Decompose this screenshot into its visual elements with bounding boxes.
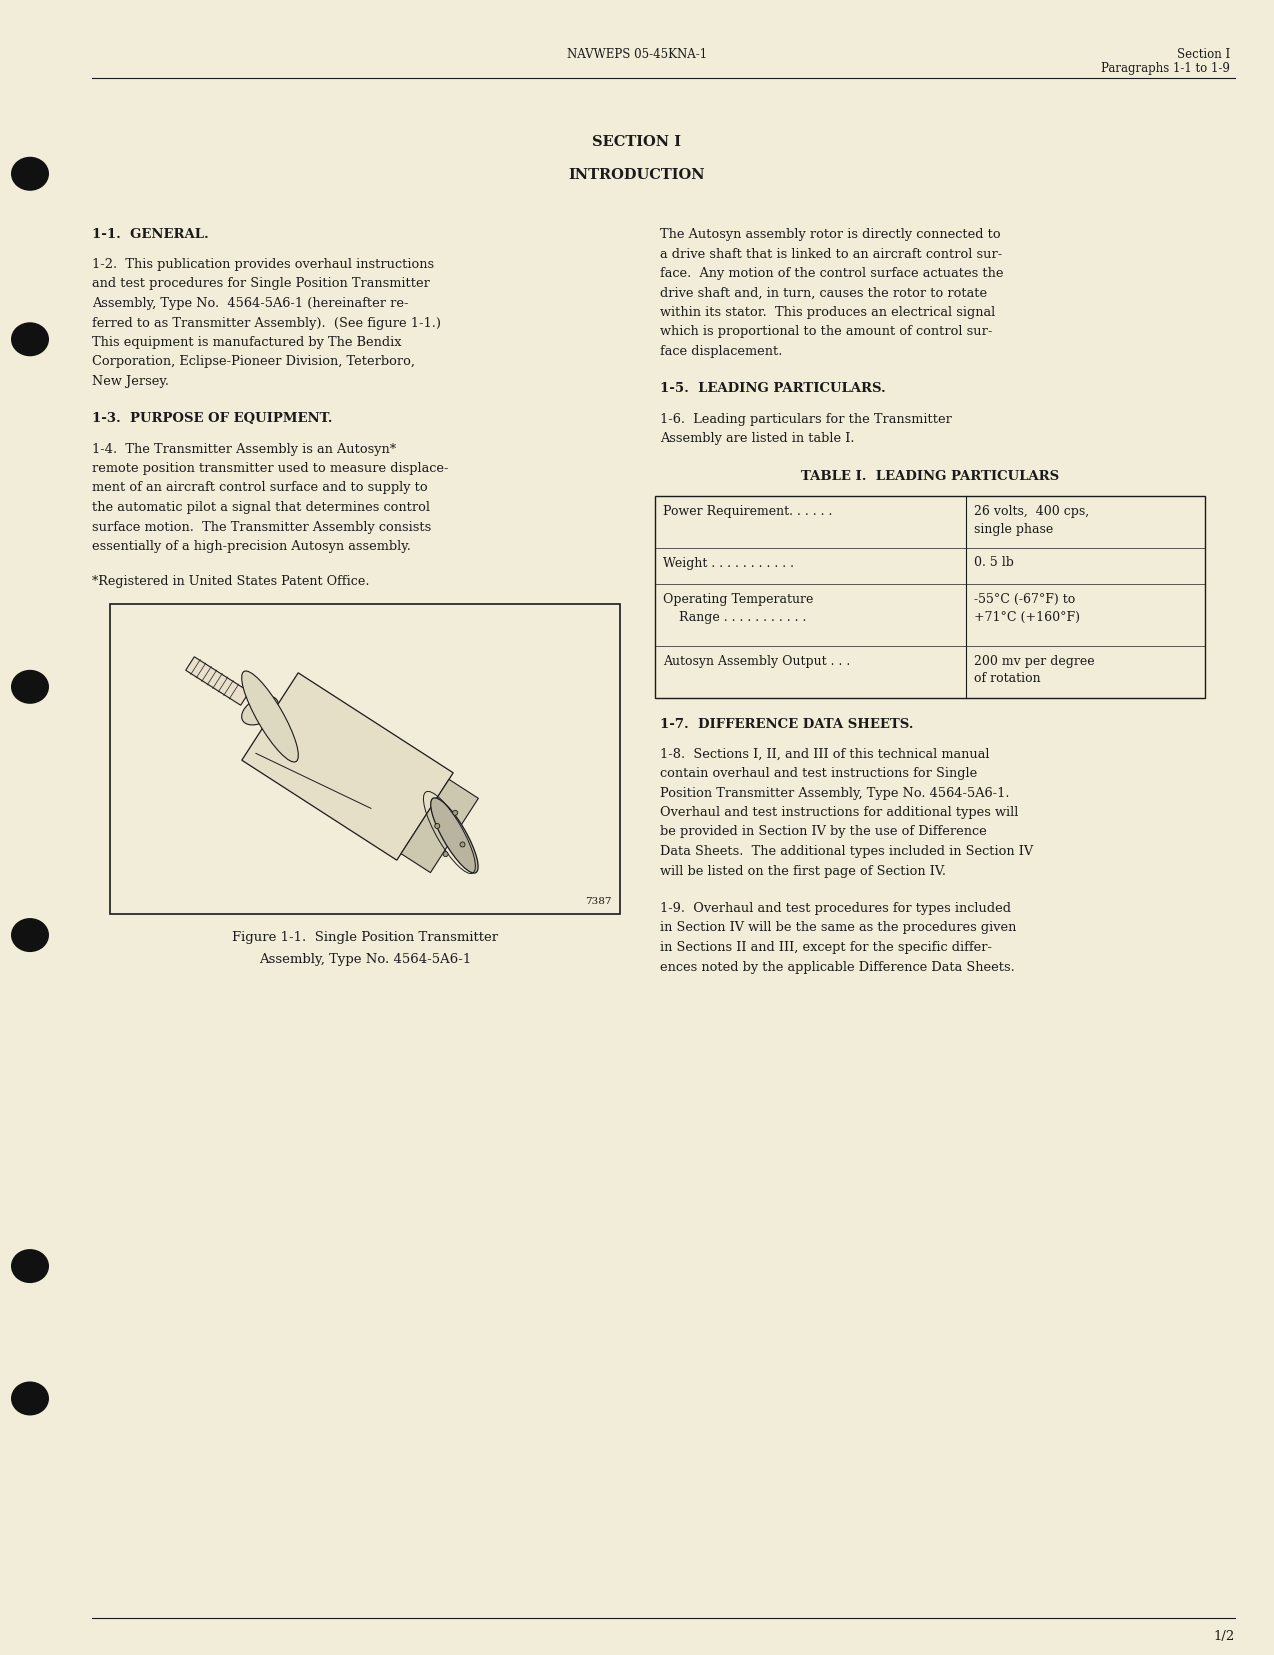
- Text: +71°C (+160°F): +71°C (+160°F): [973, 611, 1080, 624]
- Text: Data Sheets.  The additional types included in Section IV: Data Sheets. The additional types includ…: [660, 846, 1033, 857]
- Text: 1-9.  Overhaul and test procedures for types included: 1-9. Overhaul and test procedures for ty…: [660, 902, 1012, 915]
- Ellipse shape: [11, 1382, 48, 1415]
- Text: the automatic pilot a signal that determines control: the automatic pilot a signal that determ…: [92, 501, 431, 515]
- Text: in Sections II and III, except for the specific differ-: in Sections II and III, except for the s…: [660, 942, 992, 953]
- Text: of rotation: of rotation: [973, 672, 1041, 685]
- Text: 7387: 7387: [586, 897, 612, 905]
- Text: Power Requirement. . . . . .: Power Requirement. . . . . .: [662, 505, 832, 518]
- Text: will be listed on the first page of Section IV.: will be listed on the first page of Sect…: [660, 864, 947, 877]
- Polygon shape: [401, 780, 478, 872]
- Text: in Section IV will be the same as the procedures given: in Section IV will be the same as the pr…: [660, 922, 1017, 935]
- Polygon shape: [242, 674, 454, 861]
- Text: contain overhaul and test instructions for Single: contain overhaul and test instructions f…: [660, 766, 977, 780]
- Text: 1/2: 1/2: [1214, 1630, 1235, 1643]
- Text: Weight . . . . . . . . . . .: Weight . . . . . . . . . . .: [662, 556, 794, 569]
- Text: Assembly are listed in table I.: Assembly are listed in table I.: [660, 432, 855, 445]
- Ellipse shape: [242, 670, 298, 761]
- Text: Corporation, Eclipse-Pioneer Division, Teterboro,: Corporation, Eclipse-Pioneer Division, T…: [92, 356, 415, 369]
- Text: NAVWEPS 05-45KNA-1: NAVWEPS 05-45KNA-1: [567, 48, 707, 61]
- Text: TABLE I.  LEADING PARTICULARS: TABLE I. LEADING PARTICULARS: [801, 470, 1059, 483]
- Text: Assembly, Type No.  4564-5A6-1 (hereinafter re-: Assembly, Type No. 4564-5A6-1 (hereinaft…: [92, 296, 409, 309]
- Text: Overhaul and test instructions for additional types will: Overhaul and test instructions for addit…: [660, 806, 1018, 819]
- Text: Assembly, Type No. 4564-5A6-1: Assembly, Type No. 4564-5A6-1: [259, 953, 471, 965]
- Text: 1-1.  GENERAL.: 1-1. GENERAL.: [92, 228, 209, 242]
- Ellipse shape: [11, 919, 48, 952]
- Text: Operating Temperature: Operating Temperature: [662, 592, 813, 606]
- Text: -55°C (-67°F) to: -55°C (-67°F) to: [973, 592, 1075, 606]
- Ellipse shape: [443, 852, 448, 857]
- Text: ment of an aircraft control surface and to supply to: ment of an aircraft control surface and …: [92, 482, 428, 495]
- Text: ferred to as Transmitter Assembly).  (See figure 1-1.): ferred to as Transmitter Assembly). (See…: [92, 316, 441, 329]
- Text: and test procedures for Single Position Transmitter: and test procedures for Single Position …: [92, 278, 429, 291]
- Text: a drive shaft that is linked to an aircraft control sur-: a drive shaft that is linked to an aircr…: [660, 248, 1003, 260]
- Text: ences noted by the applicable Difference Data Sheets.: ences noted by the applicable Difference…: [660, 960, 1015, 973]
- Text: SECTION I: SECTION I: [592, 136, 682, 149]
- Text: Range . . . . . . . . . . .: Range . . . . . . . . . . .: [662, 611, 806, 624]
- Text: Paragraphs 1-1 to 1-9: Paragraphs 1-1 to 1-9: [1101, 61, 1229, 74]
- Text: essentially of a high-precision Autosyn assembly.: essentially of a high-precision Autosyn …: [92, 540, 412, 553]
- Text: drive shaft and, in turn, causes the rotor to rotate: drive shaft and, in turn, causes the rot…: [660, 286, 987, 300]
- Text: 200 mv per degree: 200 mv per degree: [973, 654, 1094, 667]
- Text: 26 volts,  400 cps,: 26 volts, 400 cps,: [973, 505, 1089, 518]
- Polygon shape: [186, 657, 250, 705]
- Bar: [655, 495, 1205, 697]
- Text: New Jersey.: New Jersey.: [92, 376, 169, 387]
- Text: 1-4.  The Transmitter Assembly is an Autosyn*: 1-4. The Transmitter Assembly is an Auto…: [92, 442, 396, 455]
- Text: The Autosyn assembly rotor is directly connected to: The Autosyn assembly rotor is directly c…: [660, 228, 1000, 242]
- Text: 1-7.  DIFFERENCE DATA SHEETS.: 1-7. DIFFERENCE DATA SHEETS.: [660, 718, 913, 730]
- Ellipse shape: [11, 670, 48, 703]
- Ellipse shape: [11, 157, 48, 190]
- Text: This equipment is manufactured by The Bendix: This equipment is manufactured by The Be…: [92, 336, 401, 349]
- Text: which is proportional to the amount of control sur-: which is proportional to the amount of c…: [660, 326, 992, 339]
- Text: Autosyn Assembly Output . . .: Autosyn Assembly Output . . .: [662, 654, 850, 667]
- Text: 0. 5 lb: 0. 5 lb: [973, 556, 1014, 569]
- Ellipse shape: [434, 824, 440, 829]
- Text: Position Transmitter Assembly, Type No. 4564-5A6-1.: Position Transmitter Assembly, Type No. …: [660, 786, 1009, 799]
- Ellipse shape: [11, 1250, 48, 1283]
- Text: 1-2.  This publication provides overhaul instructions: 1-2. This publication provides overhaul …: [92, 258, 434, 271]
- Bar: [110, 604, 620, 914]
- Ellipse shape: [242, 697, 278, 725]
- Text: 1-6.  Leading particulars for the Transmitter: 1-6. Leading particulars for the Transmi…: [660, 412, 952, 425]
- Text: be provided in Section IV by the use of Difference: be provided in Section IV by the use of …: [660, 826, 987, 839]
- Text: 1-3.  PURPOSE OF EQUIPMENT.: 1-3. PURPOSE OF EQUIPMENT.: [92, 412, 333, 425]
- Ellipse shape: [460, 842, 465, 847]
- Text: *Registered in United States Patent Office.: *Registered in United States Patent Offi…: [92, 576, 369, 589]
- Text: Figure 1-1.  Single Position Transmitter: Figure 1-1. Single Position Transmitter: [232, 932, 498, 945]
- Text: face displacement.: face displacement.: [660, 344, 782, 357]
- Ellipse shape: [11, 323, 48, 356]
- Text: single phase: single phase: [973, 523, 1054, 536]
- Ellipse shape: [452, 811, 457, 816]
- Text: Section I: Section I: [1177, 48, 1229, 61]
- Text: within its stator.  This produces an electrical signal: within its stator. This produces an elec…: [660, 306, 995, 319]
- Text: face.  Any motion of the control surface actuates the: face. Any motion of the control surface …: [660, 266, 1004, 280]
- Text: INTRODUCTION: INTRODUCTION: [568, 169, 706, 182]
- Ellipse shape: [431, 798, 478, 874]
- Text: 1-5.  LEADING PARTICULARS.: 1-5. LEADING PARTICULARS.: [660, 382, 885, 396]
- Text: 1-8.  Sections I, II, and III of this technical manual: 1-8. Sections I, II, and III of this tec…: [660, 748, 990, 761]
- Text: remote position transmitter used to measure displace-: remote position transmitter used to meas…: [92, 462, 448, 475]
- Text: surface motion.  The Transmitter Assembly consists: surface motion. The Transmitter Assembly…: [92, 521, 432, 533]
